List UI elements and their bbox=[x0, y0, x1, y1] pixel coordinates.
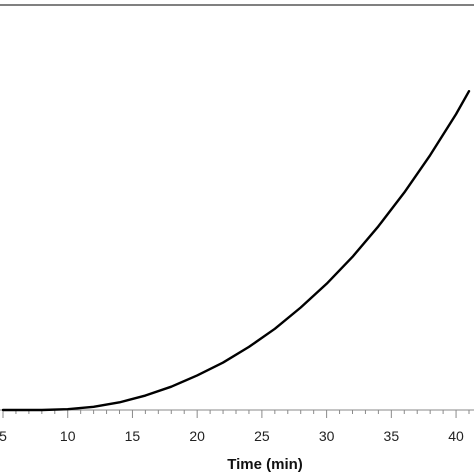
x-tick-label: 35 bbox=[384, 428, 400, 444]
x-tick-label: 40 bbox=[448, 428, 464, 444]
x-tick-label: 20 bbox=[189, 428, 205, 444]
x-axis-tick-labels: 5 10 15 20 25 30 35 40 bbox=[0, 428, 464, 444]
x-tick-label: 30 bbox=[319, 428, 335, 444]
series-line bbox=[1, 90, 471, 412]
x-tick-label: 25 bbox=[254, 428, 270, 444]
x-tick-label: 10 bbox=[60, 428, 76, 444]
x-axis-ticks bbox=[2, 410, 470, 418]
x-tick-label: 5 bbox=[0, 428, 7, 444]
x-tick-label: 15 bbox=[125, 428, 141, 444]
x-axis-title: Time (min) bbox=[227, 456, 303, 473]
